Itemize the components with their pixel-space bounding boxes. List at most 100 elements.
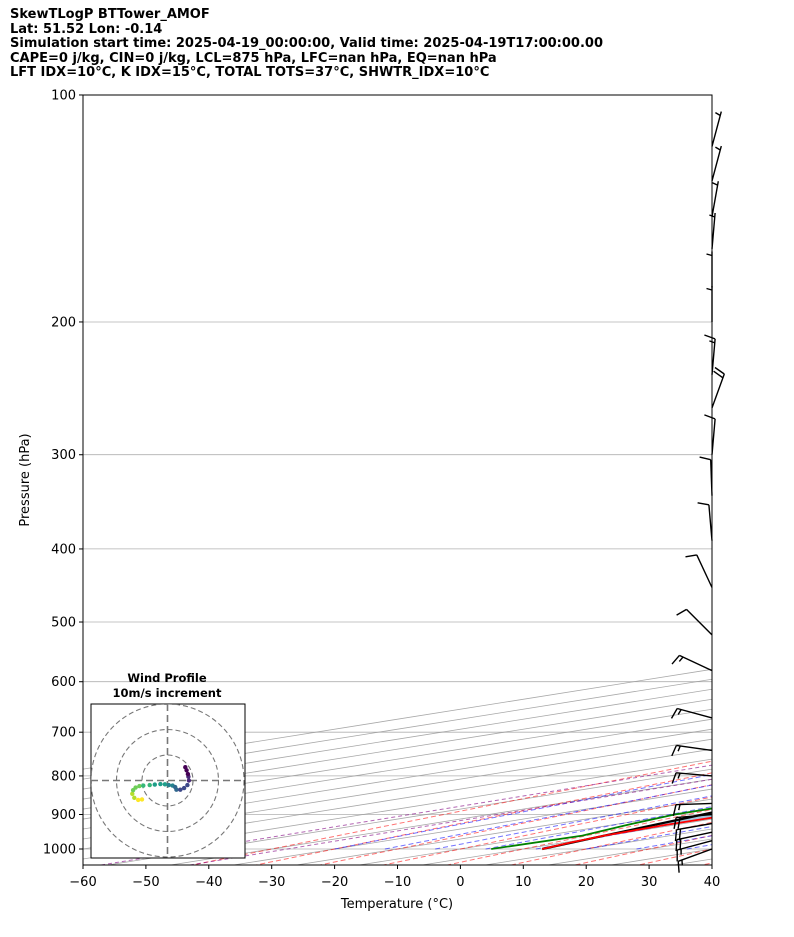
dewpoint-line — [491, 807, 712, 850]
y-tick-label: 700 — [51, 726, 76, 741]
moist-adiabat-line — [535, 816, 712, 850]
dry-adiabat-line — [699, 78, 794, 880]
x-tick-label: −40 — [195, 875, 222, 890]
y-tick-label: 400 — [51, 542, 76, 557]
dry-adiabat-line — [636, 848, 712, 865]
dry-adiabat-line — [764, 78, 794, 880]
wind-barb-flag — [672, 804, 677, 816]
dry-adiabat-line — [381, 796, 712, 865]
wind-barb — [704, 414, 716, 455]
wind-barb — [711, 366, 725, 409]
moist-adiabat-line — [384, 784, 712, 850]
wind-barb-flag — [704, 414, 716, 420]
wind-barb — [697, 502, 713, 541]
wind-barb-shaft — [711, 212, 716, 249]
wind-barb-shaft — [679, 654, 713, 672]
isotherm-line — [83, 698, 712, 800]
y-tick-label: 800 — [51, 769, 76, 784]
hodograph-point — [133, 785, 138, 790]
x-tick-label: 10 — [515, 875, 532, 890]
wind-barb-flag — [699, 456, 711, 461]
inset-plot-area — [91, 704, 245, 858]
wind-barb-flag — [685, 554, 697, 558]
wind-barb-shaft — [711, 181, 719, 217]
x-tick-label: 40 — [704, 875, 721, 890]
hodograph-point — [136, 797, 141, 803]
wind-barb-shaft — [677, 707, 713, 719]
wind-barb — [699, 456, 713, 496]
x-tick-label: −20 — [321, 875, 348, 890]
moist-adiabat-line — [686, 844, 712, 850]
wind-barb-flag — [704, 334, 716, 340]
hodograph-point — [166, 782, 171, 788]
x-axis-label: Temperature (°C) — [340, 897, 453, 912]
wind-barb-flag — [679, 838, 682, 851]
isotherm-line — [83, 708, 712, 810]
wind-barb — [706, 251, 713, 288]
wind-barb — [671, 772, 713, 784]
wind-barb-half-flag — [709, 340, 716, 344]
wind-barb-flag — [714, 366, 725, 375]
isotherm-line — [83, 738, 712, 840]
isotherm-line — [482, 828, 712, 865]
wind-barb-shaft — [676, 813, 713, 819]
wind-barb — [671, 654, 713, 672]
hodograph-point — [174, 787, 179, 792]
wind-barb-shaft — [676, 772, 713, 777]
wind-barb-half-flag — [678, 804, 681, 811]
wind-barb — [677, 848, 713, 873]
hodograph-point — [162, 782, 168, 787]
hodograph-point — [139, 797, 145, 802]
index-values-line: LFT IDX=10°C, K IDX=15°C, TOTAL TOTS=37°… — [10, 65, 490, 81]
wind-barb — [704, 334, 716, 375]
sounding-profiles — [491, 807, 712, 851]
wind-barb-flag — [673, 817, 677, 830]
hodograph-point — [130, 791, 135, 796]
header: SkewTLogP BTTower_AMOF Lat: 51.52 Lon: -… — [10, 7, 790, 81]
y-tick-label: 100 — [51, 88, 76, 103]
hodograph-point — [141, 783, 146, 788]
wind-barb — [706, 286, 713, 322]
isotherm-line — [357, 808, 712, 865]
isotherm-line — [671, 858, 712, 865]
hodograph-point — [183, 765, 188, 770]
y-tick-label: 300 — [51, 448, 76, 463]
axes: −60 −50 −40 −30 −20 −10 0 10 20 30 40 1000 900 800 700… — [18, 88, 720, 912]
y-tick-label: 900 — [51, 808, 76, 823]
hodograph-point — [185, 771, 191, 777]
wind-barb — [670, 707, 713, 719]
inset-title: Wind Profile — [127, 671, 207, 685]
moist-adiabat-line — [334, 773, 712, 850]
wind-barb-half-flag — [677, 745, 681, 752]
wind-barb-half-flag — [681, 859, 684, 866]
wind-barb-half-flag — [677, 709, 682, 715]
dry-adiabat-line — [572, 834, 712, 865]
hodograph-point — [181, 785, 187, 791]
wind-barb — [676, 840, 713, 862]
wind-barb — [671, 744, 713, 757]
stability-indices-line: CAPE=0 j/kg, CIN=0 j/kg, LCL=875 hPa, LF… — [10, 50, 497, 66]
wind-barb-flag — [677, 817, 681, 829]
hodograph-point — [152, 782, 157, 787]
wind-barb-flag — [670, 708, 678, 719]
isotherm-line — [419, 818, 712, 865]
wind-barb-shaft — [686, 608, 713, 636]
hodograph-point — [137, 783, 142, 789]
wind-barb-flag — [671, 654, 680, 665]
isotherm-line — [545, 838, 712, 865]
wind-barb — [711, 145, 722, 182]
hodograph-ring — [91, 704, 245, 858]
x-tick-label: 0 — [456, 875, 464, 890]
moist-adiabat-line — [435, 795, 712, 850]
wind-barb — [675, 831, 713, 852]
inset-subtitle: 10m/s increment — [113, 686, 222, 700]
wind-barb-half-flag — [715, 111, 721, 117]
isotherm-line — [83, 718, 712, 820]
y-tick-label: 600 — [51, 675, 76, 690]
x-tick-label: −50 — [132, 875, 159, 890]
hodograph-point — [158, 781, 163, 787]
moist-adiabat-line — [737, 95, 794, 849]
wind-barb-flag — [671, 745, 678, 757]
x-tick-label: −10 — [384, 875, 411, 890]
